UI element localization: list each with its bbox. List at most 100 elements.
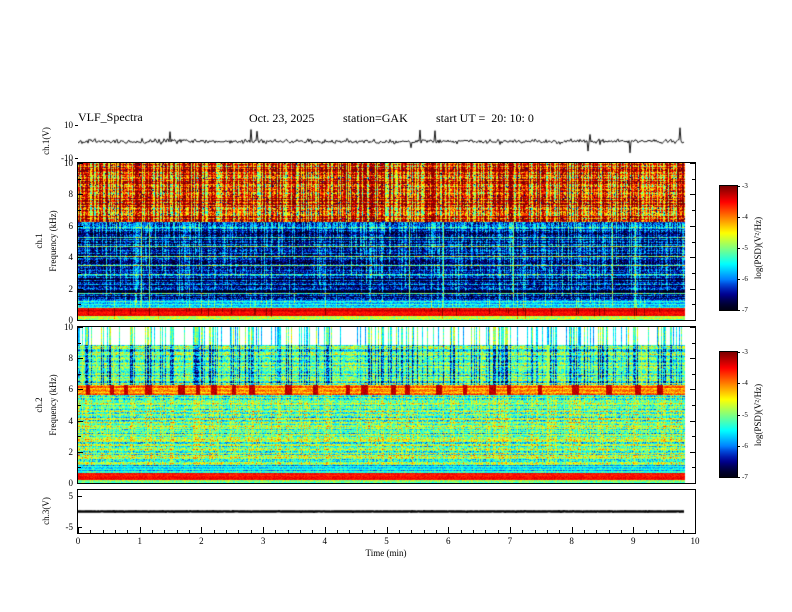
x-major-tick bbox=[263, 527, 265, 533]
ch2-spec-ylabel: Frequency (kHz) bbox=[48, 374, 58, 436]
x-minor-tick bbox=[90, 530, 92, 533]
y-tick bbox=[78, 320, 83, 321]
x-minor-tick bbox=[411, 530, 413, 533]
y-tick bbox=[78, 467, 81, 469]
x-minor-tick bbox=[398, 530, 400, 533]
x-minor-tick bbox=[102, 530, 104, 533]
y-tick bbox=[78, 436, 81, 438]
ch1-cb-tick-label: -7 bbox=[742, 306, 748, 314]
y-tick bbox=[78, 194, 83, 196]
y-tick bbox=[78, 483, 83, 484]
x-minor-tick bbox=[250, 530, 252, 533]
y-tick bbox=[78, 257, 83, 259]
ch3-y-tick-label: 5 bbox=[68, 491, 74, 501]
plot-start-ut: start UT = 20: 10: 0 bbox=[436, 111, 534, 125]
y-tick bbox=[78, 389, 83, 391]
ch3-wave-ylabel: ch.3(V) bbox=[41, 497, 51, 525]
y-tick bbox=[690, 358, 695, 360]
x-major-tick bbox=[571, 527, 573, 533]
y-tick bbox=[690, 483, 695, 484]
x-major-tick bbox=[633, 527, 635, 533]
ch2-colorbar-label: log(PSD)(V²/Hz) bbox=[753, 383, 763, 447]
y-tick bbox=[692, 342, 695, 344]
x-major-tick bbox=[509, 527, 511, 533]
x-minor-tick bbox=[337, 530, 339, 533]
ch2-cb-tick bbox=[737, 352, 740, 353]
x-minor-tick bbox=[497, 530, 499, 533]
ch1-cb-tick-label: -6 bbox=[742, 275, 748, 283]
x-major-tick bbox=[139, 527, 141, 533]
y-tick bbox=[692, 241, 695, 243]
y-tick-label: 2 bbox=[68, 283, 74, 294]
y-tick bbox=[692, 304, 695, 306]
x-tick-label: 8 bbox=[569, 536, 574, 546]
y-tick bbox=[78, 304, 81, 306]
x-major-tick bbox=[695, 527, 696, 533]
ch3-y-tick-label: -5 bbox=[65, 522, 74, 532]
x-minor-tick bbox=[312, 530, 314, 533]
x-minor-tick bbox=[522, 530, 524, 533]
y-tick bbox=[78, 210, 81, 212]
y-tick bbox=[690, 163, 695, 164]
x-minor-tick bbox=[682, 530, 684, 533]
x-minor-tick bbox=[176, 530, 178, 533]
y-tick bbox=[690, 451, 695, 453]
x-minor-tick bbox=[275, 530, 277, 533]
y-tick-label: 8 bbox=[68, 189, 74, 200]
x-major-tick bbox=[386, 527, 388, 533]
y-tick bbox=[690, 327, 695, 328]
x-minor-tick bbox=[226, 530, 228, 533]
x-tick-label: 5 bbox=[384, 536, 389, 546]
x-minor-tick bbox=[620, 530, 622, 533]
y-tick-label: 6 bbox=[68, 384, 74, 395]
x-minor-tick bbox=[238, 530, 240, 533]
x-minor-tick bbox=[583, 530, 585, 533]
y-tick-label: 6 bbox=[68, 220, 74, 231]
x-minor-tick bbox=[472, 530, 474, 533]
y-tick bbox=[692, 210, 695, 212]
ch1-cb-tick bbox=[737, 279, 740, 280]
ch1-colorbar-label: log(PSD)(V²/Hz) bbox=[753, 216, 763, 280]
ch1-cb-tick-label: -3 bbox=[742, 182, 748, 190]
ch2-cb-tick bbox=[737, 445, 740, 447]
ch1-cb-tick-label: -5 bbox=[742, 244, 748, 252]
ch1-waveform-canvas bbox=[78, 125, 695, 158]
x-minor-tick bbox=[287, 530, 289, 533]
x-tick-label: 3 bbox=[260, 536, 266, 546]
y-tick bbox=[690, 257, 695, 259]
x-tick-label: 9 bbox=[631, 536, 636, 546]
y-tick bbox=[690, 420, 695, 422]
ch1-colorbar-canvas bbox=[720, 186, 737, 310]
ch2-cb-tick bbox=[737, 383, 740, 385]
ch3-y-tick bbox=[78, 496, 82, 497]
x-minor-tick bbox=[657, 530, 659, 533]
y-tick bbox=[690, 320, 695, 321]
wave-y-tick-label: -10 bbox=[61, 153, 73, 163]
y-tick bbox=[692, 436, 695, 438]
wave-y-tick-label: 10 bbox=[64, 120, 73, 130]
x-minor-tick bbox=[460, 530, 462, 533]
x-minor-tick bbox=[164, 530, 166, 533]
wave-y-tick bbox=[75, 125, 78, 126]
y-tick-label: 4 bbox=[68, 415, 74, 426]
y-tick bbox=[690, 389, 695, 391]
y-tick bbox=[78, 241, 81, 243]
ch2-cb-tick-label: -3 bbox=[742, 348, 748, 356]
x-tick-label: 7 bbox=[507, 536, 513, 546]
ch2-cb-tick bbox=[737, 414, 740, 416]
y-tick bbox=[78, 272, 81, 274]
y-tick bbox=[78, 225, 83, 227]
ch2-cb-tick-label: -5 bbox=[742, 410, 748, 419]
ch1-cb-tick-label: -4 bbox=[742, 213, 748, 221]
y-tick bbox=[78, 327, 83, 328]
y-tick bbox=[690, 194, 695, 196]
ch1-wave-ylabel: ch.1(V) bbox=[41, 127, 51, 155]
y-tick bbox=[78, 163, 83, 164]
ch2-colorbar-canvas bbox=[720, 352, 737, 477]
wave-y-tick bbox=[75, 158, 78, 159]
y-tick-label: 2 bbox=[68, 446, 74, 457]
x-minor-tick bbox=[374, 530, 376, 533]
x-minor-tick bbox=[559, 530, 561, 533]
ch1-spec-ylabel: Frequency (kHz) bbox=[48, 210, 58, 272]
